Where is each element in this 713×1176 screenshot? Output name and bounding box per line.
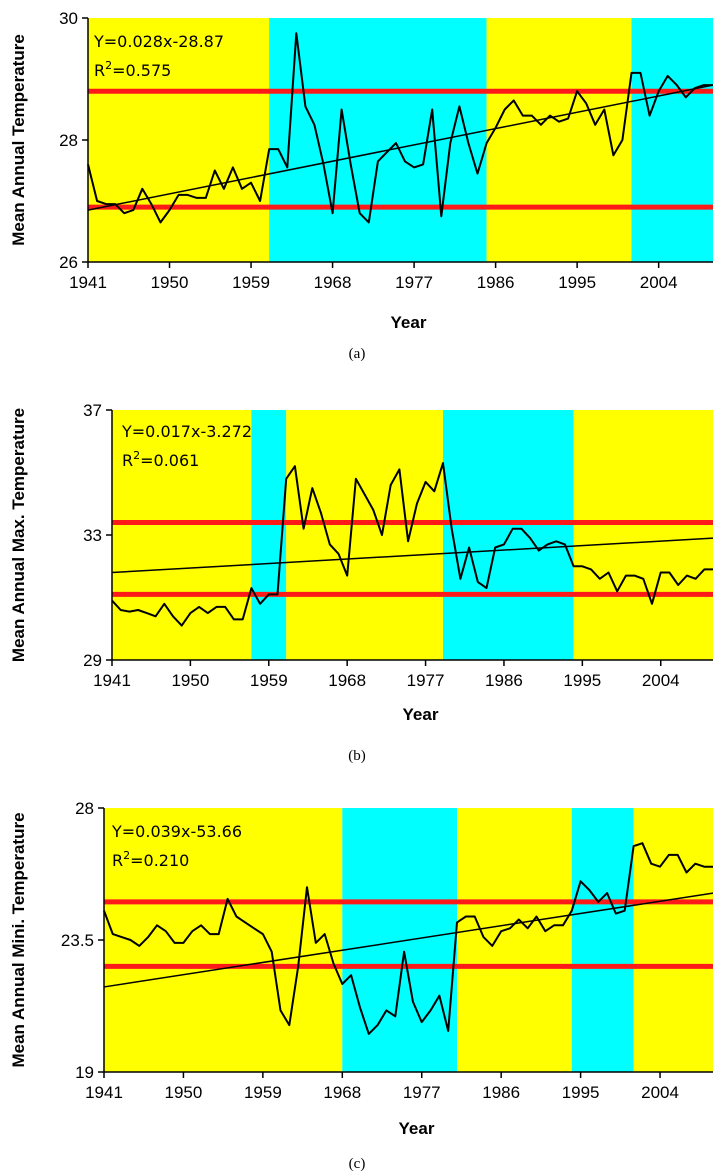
r-squared-label: R2=0.575 xyxy=(94,59,171,80)
y-tick-label: 37 xyxy=(83,401,102,420)
x-tick-label: 1968 xyxy=(323,1083,361,1102)
x-tick-label: 1941 xyxy=(69,273,107,292)
period-band xyxy=(88,18,270,262)
figure-caption: (b) xyxy=(348,748,366,764)
y-tick-label: 29 xyxy=(83,651,102,670)
trend-line xyxy=(111,537,713,574)
x-tick-label: 1950 xyxy=(171,671,209,690)
data-series-line xyxy=(111,462,713,627)
period-band xyxy=(486,18,632,262)
trend-line xyxy=(103,892,713,988)
x-tick-label: 1986 xyxy=(482,1083,520,1102)
regression-equation: Y=0.017x-3.272 xyxy=(121,422,252,441)
figure-caption: (c) xyxy=(349,1156,366,1172)
r-squared-label: R2=0.210 xyxy=(112,849,189,870)
x-axis-label: Year xyxy=(399,1119,435,1138)
period-band xyxy=(457,808,572,1072)
period-band xyxy=(104,808,343,1072)
x-tick-label: 1968 xyxy=(314,273,352,292)
x-tick-label: 1941 xyxy=(93,671,131,690)
chart-a: 26 28 30 1941 1950 1959 1968 1977 1986 1995 2004 Ye… xyxy=(9,9,713,362)
x-tick-label: 1968 xyxy=(328,671,366,690)
data-series-line xyxy=(87,32,713,224)
x-tick-label: 1995 xyxy=(563,671,601,690)
period-band xyxy=(633,808,713,1072)
y-axis-label: Mean Annual Temperature xyxy=(9,34,28,246)
y-axis-label: Mean Annual Max. Temperature xyxy=(9,408,28,662)
x-tick-label: 1977 xyxy=(395,273,433,292)
x-tick-label: 1950 xyxy=(165,1083,203,1102)
x-tick-label: 1995 xyxy=(558,273,596,292)
x-tick-label: 1959 xyxy=(232,273,270,292)
r-squared-label: R2=0.061 xyxy=(122,449,199,470)
x-tick-label: 1995 xyxy=(562,1083,600,1102)
x-tick-label: 2004 xyxy=(642,671,680,690)
x-tick-label: 1986 xyxy=(477,273,515,292)
x-tick-label: 2004 xyxy=(640,273,678,292)
chart-b: 29 33 37 1941 1950 1959 1968 1977 1986 1995 2004 Ye… xyxy=(9,401,713,764)
period-band xyxy=(286,410,443,660)
period-band xyxy=(571,808,634,1072)
y-tick-label: 23.5 xyxy=(61,931,94,950)
x-tick-label: 1959 xyxy=(244,1083,282,1102)
x-tick-label: 1977 xyxy=(407,671,445,690)
x-tick-label: 1986 xyxy=(485,671,523,690)
period-band xyxy=(251,410,287,660)
y-tick-label: 19 xyxy=(75,1063,94,1082)
y-tick-label: 28 xyxy=(75,799,94,818)
chart-c: 19 23.5 28 1941 1950 1959 1968 1977 1986 1995 2004… xyxy=(9,799,713,1172)
x-axis-label: Year xyxy=(403,705,439,724)
x-axis-label: Year xyxy=(391,313,427,332)
x-tick-label: 1941 xyxy=(85,1083,123,1102)
y-tick-label: 33 xyxy=(83,526,102,545)
data-series-line xyxy=(103,842,713,1035)
figure-caption: (a) xyxy=(349,346,366,362)
y-axis-label: Mean Annual Mini. Temperature xyxy=(9,812,28,1067)
x-tick-label: 1950 xyxy=(151,273,189,292)
x-tick-label: 1959 xyxy=(250,671,288,690)
period-band xyxy=(631,18,713,262)
regression-equation: Y=0.039x-53.66 xyxy=(111,822,242,841)
x-tick-label: 1977 xyxy=(403,1083,441,1102)
trend-line xyxy=(87,84,713,211)
regression-equation: Y=0.028x-28.87 xyxy=(93,32,224,51)
period-band xyxy=(269,18,487,262)
period-band xyxy=(112,410,252,660)
y-tick-label: 26 xyxy=(59,253,78,272)
x-tick-label: 2004 xyxy=(641,1083,679,1102)
y-tick-label: 30 xyxy=(59,9,78,28)
period-band xyxy=(342,808,458,1072)
y-tick-label: 28 xyxy=(59,131,78,150)
period-band xyxy=(573,410,713,660)
